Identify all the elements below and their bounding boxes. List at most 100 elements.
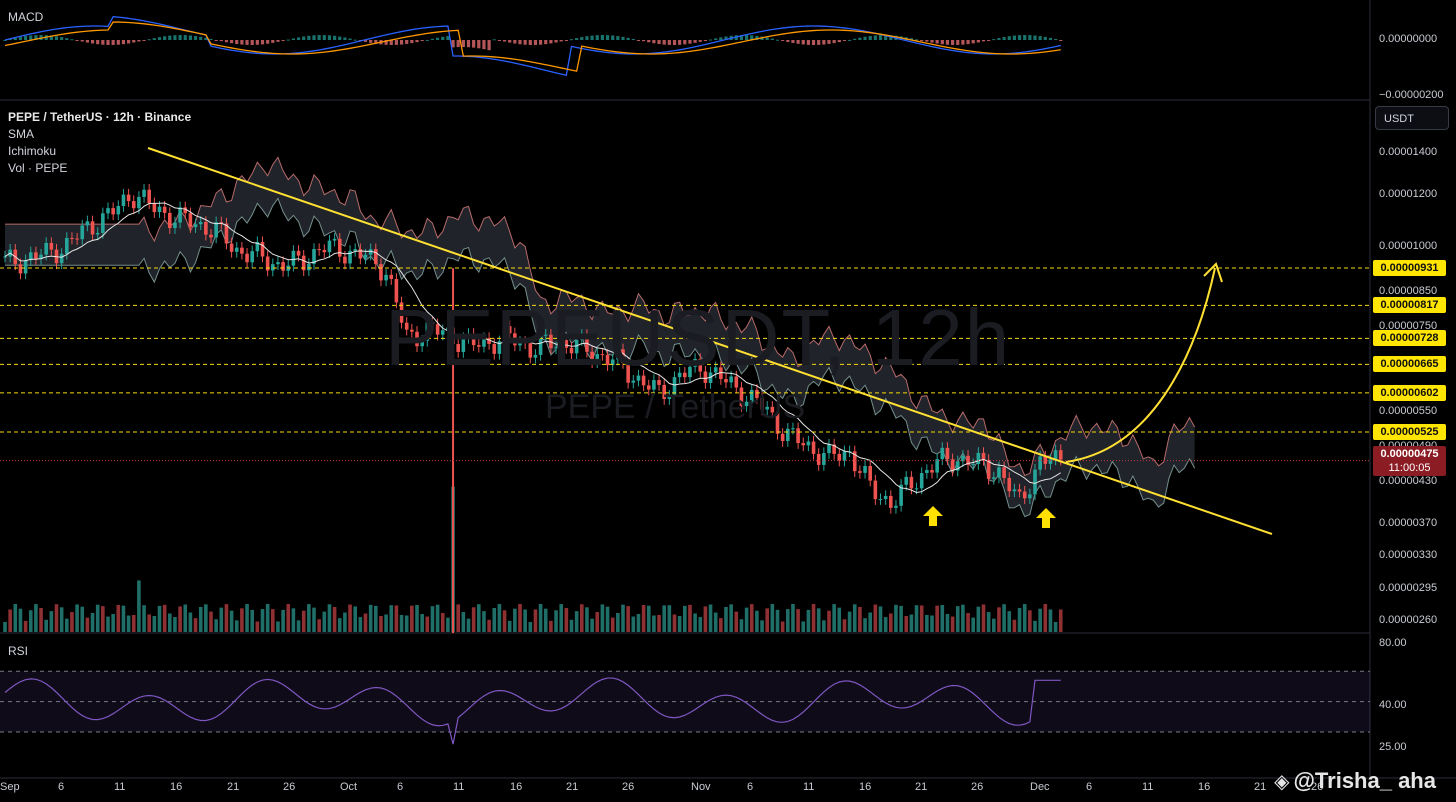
macd-histogram-bar [837, 40, 841, 43]
candle [842, 445, 847, 467]
legend-volume[interactable]: Vol · PEPE [8, 161, 68, 175]
macd-histogram-bar [374, 40, 378, 44]
macd-histogram-bar [605, 35, 610, 40]
candle-body [435, 324, 440, 335]
candle-body [121, 194, 126, 206]
candle [147, 184, 151, 209]
volume-bar [466, 618, 471, 632]
macd-histogram-bar [322, 35, 326, 40]
volume-bar [1043, 604, 1048, 632]
macd-histogram-bar [590, 35, 594, 40]
candle-body [755, 389, 759, 398]
candle [822, 447, 826, 471]
volume-bar [786, 609, 790, 632]
candle [945, 442, 950, 466]
macd-histogram-bar [369, 40, 373, 43]
candle-body [183, 207, 188, 214]
macd-histogram-bar [878, 35, 883, 40]
volume-bar [456, 604, 460, 632]
candle-body [883, 495, 888, 500]
macd-histogram-bar [338, 36, 342, 40]
macd-histogram-bar [621, 36, 625, 40]
candle [332, 233, 337, 247]
price-axis-label: 0.00000260 [1379, 614, 1438, 626]
candle-body [379, 264, 383, 281]
candle-body [209, 234, 213, 238]
macd-histogram-bar [806, 40, 810, 45]
currency-button[interactable]: USDT [1375, 106, 1449, 130]
macd-histogram-bar [230, 40, 234, 44]
candle [379, 258, 383, 287]
candle [265, 250, 270, 277]
volume-bar [667, 605, 672, 632]
volume-bar [157, 605, 162, 632]
candle [281, 256, 285, 277]
candle [173, 216, 177, 234]
candle [404, 317, 409, 336]
candle [935, 453, 939, 479]
volume-bar [801, 621, 806, 632]
volume-bar [296, 620, 301, 632]
macd-histogram-bar [240, 40, 244, 45]
candle-body [502, 326, 507, 342]
volume-bar [719, 618, 723, 632]
volume-bar [1058, 609, 1063, 632]
candle-body [271, 264, 275, 271]
macd-histogram-bar [472, 40, 476, 48]
trendline[interactable] [147, 147, 1273, 535]
macd-histogram-bar [1038, 36, 1042, 40]
macd-histogram-bar [642, 40, 646, 42]
volume-bar [533, 609, 538, 632]
candle-body [446, 327, 450, 331]
legend-ichimoku[interactable]: Ichimoku [8, 144, 57, 158]
volume-bar [348, 604, 352, 632]
candle [827, 438, 831, 459]
candle [677, 367, 682, 383]
price-axis-label: 0.00001000 [1379, 240, 1438, 252]
volume-bars [3, 486, 1063, 632]
macd-histogram-bar [724, 36, 728, 40]
volume-bar [173, 617, 177, 632]
candle [837, 448, 842, 467]
candle [961, 450, 965, 468]
macd-histogram-bar [853, 38, 857, 40]
candle [816, 448, 821, 471]
candle [111, 202, 115, 221]
candle [291, 245, 296, 272]
candle [312, 243, 316, 270]
candle [497, 335, 502, 360]
candle-body [1053, 450, 1058, 460]
price-axis-label: 0.00000550 [1379, 405, 1438, 417]
legend-sma[interactable]: SMA [8, 127, 35, 141]
macd-histogram-bar [307, 35, 311, 40]
candle-body [868, 466, 872, 481]
candle-body [997, 467, 1001, 478]
candle [317, 243, 321, 256]
macd-histogram-bar [399, 40, 404, 45]
volume-bar [507, 620, 512, 632]
candle [353, 243, 357, 257]
candle [368, 243, 373, 261]
volume-bar [600, 604, 605, 632]
legend-title[interactable]: PEPE / TetherUS · 12h · Binance [8, 110, 192, 124]
candle [580, 329, 584, 346]
candle [131, 195, 136, 215]
candle-body [178, 207, 182, 223]
macd-histogram-bar [873, 35, 877, 40]
macd-histogram-bar [832, 40, 836, 44]
macd-histogram-bar [842, 40, 847, 42]
volume-bar [1053, 621, 1058, 632]
candle-body [23, 260, 28, 274]
macd-histogram-bar [127, 40, 131, 44]
candle-body [131, 201, 136, 209]
volume-bar [250, 609, 254, 632]
candle [34, 246, 38, 265]
rsi-label: RSI [8, 644, 29, 658]
candle [49, 237, 54, 256]
candle [858, 465, 862, 479]
candle [374, 243, 378, 270]
candle-body [703, 371, 708, 383]
candle-body [770, 406, 775, 413]
volume-bar [858, 606, 862, 632]
